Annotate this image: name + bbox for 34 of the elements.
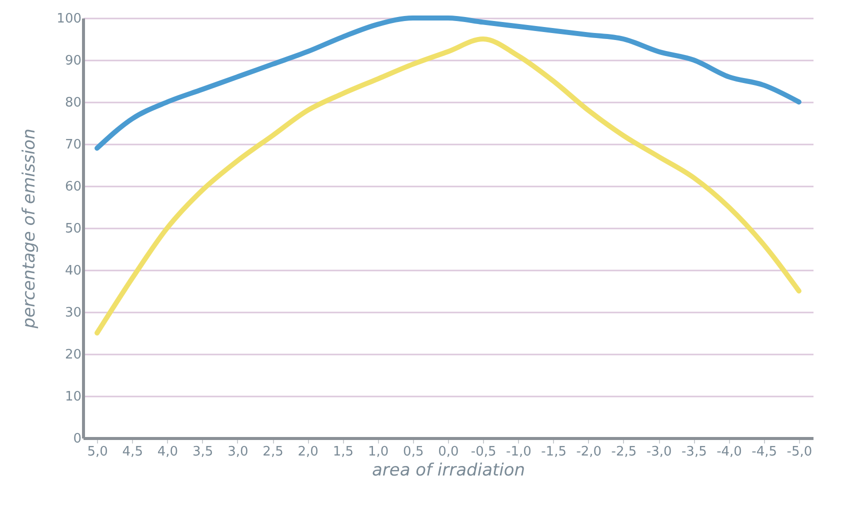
x-tick-label: -1,5 xyxy=(541,444,566,460)
y-tick-label: 90 xyxy=(64,54,82,68)
y-tick-label: 10 xyxy=(64,390,82,404)
x-tick-label: -1,0 xyxy=(506,444,532,460)
x-tick-label: -3,5 xyxy=(681,444,707,460)
x-tick-label: 4,0 xyxy=(157,444,178,460)
x-tick-label: -4,0 xyxy=(716,444,742,460)
x-tick-label: 0,5 xyxy=(403,444,424,460)
x-axis-title: area of irradiation xyxy=(372,460,526,480)
x-tick-label: 4,5 xyxy=(122,444,143,460)
y-tick-label: 70 xyxy=(64,138,82,152)
y-tick-label: 20 xyxy=(64,348,82,362)
x-tick-label: 0,0 xyxy=(438,444,459,460)
y-tick-label: 60 xyxy=(64,180,82,194)
x-tick-label: 3,0 xyxy=(228,444,248,460)
x-tick-label: 2,5 xyxy=(262,444,284,460)
x-tick-label: -4,5 xyxy=(752,444,778,460)
y-axis-title: percentage of emission xyxy=(20,128,40,330)
x-tick-label: 1,5 xyxy=(332,444,354,460)
x-tick-label: -5,0 xyxy=(786,444,812,460)
x-tick-label: 3,5 xyxy=(192,444,214,460)
y-tick-label: 100 xyxy=(56,12,82,26)
y-tick-label: 0 xyxy=(73,432,82,446)
x-tick-label: 1,0 xyxy=(368,444,389,460)
x-tick-label: -2,0 xyxy=(576,444,602,460)
x-tick-label: -3,0 xyxy=(646,444,672,460)
x-tick-label: -2,5 xyxy=(611,444,637,460)
y-tick-label: 50 xyxy=(64,222,82,236)
y-tick-label: 30 xyxy=(64,306,82,320)
x-tick-label: -0,5 xyxy=(470,444,496,460)
x-tick-label: 2,0 xyxy=(298,444,318,460)
x-tick-label: 5,0 xyxy=(87,444,108,460)
y-tick-label: 80 xyxy=(64,96,82,110)
y-tick-label: 40 xyxy=(64,264,82,278)
